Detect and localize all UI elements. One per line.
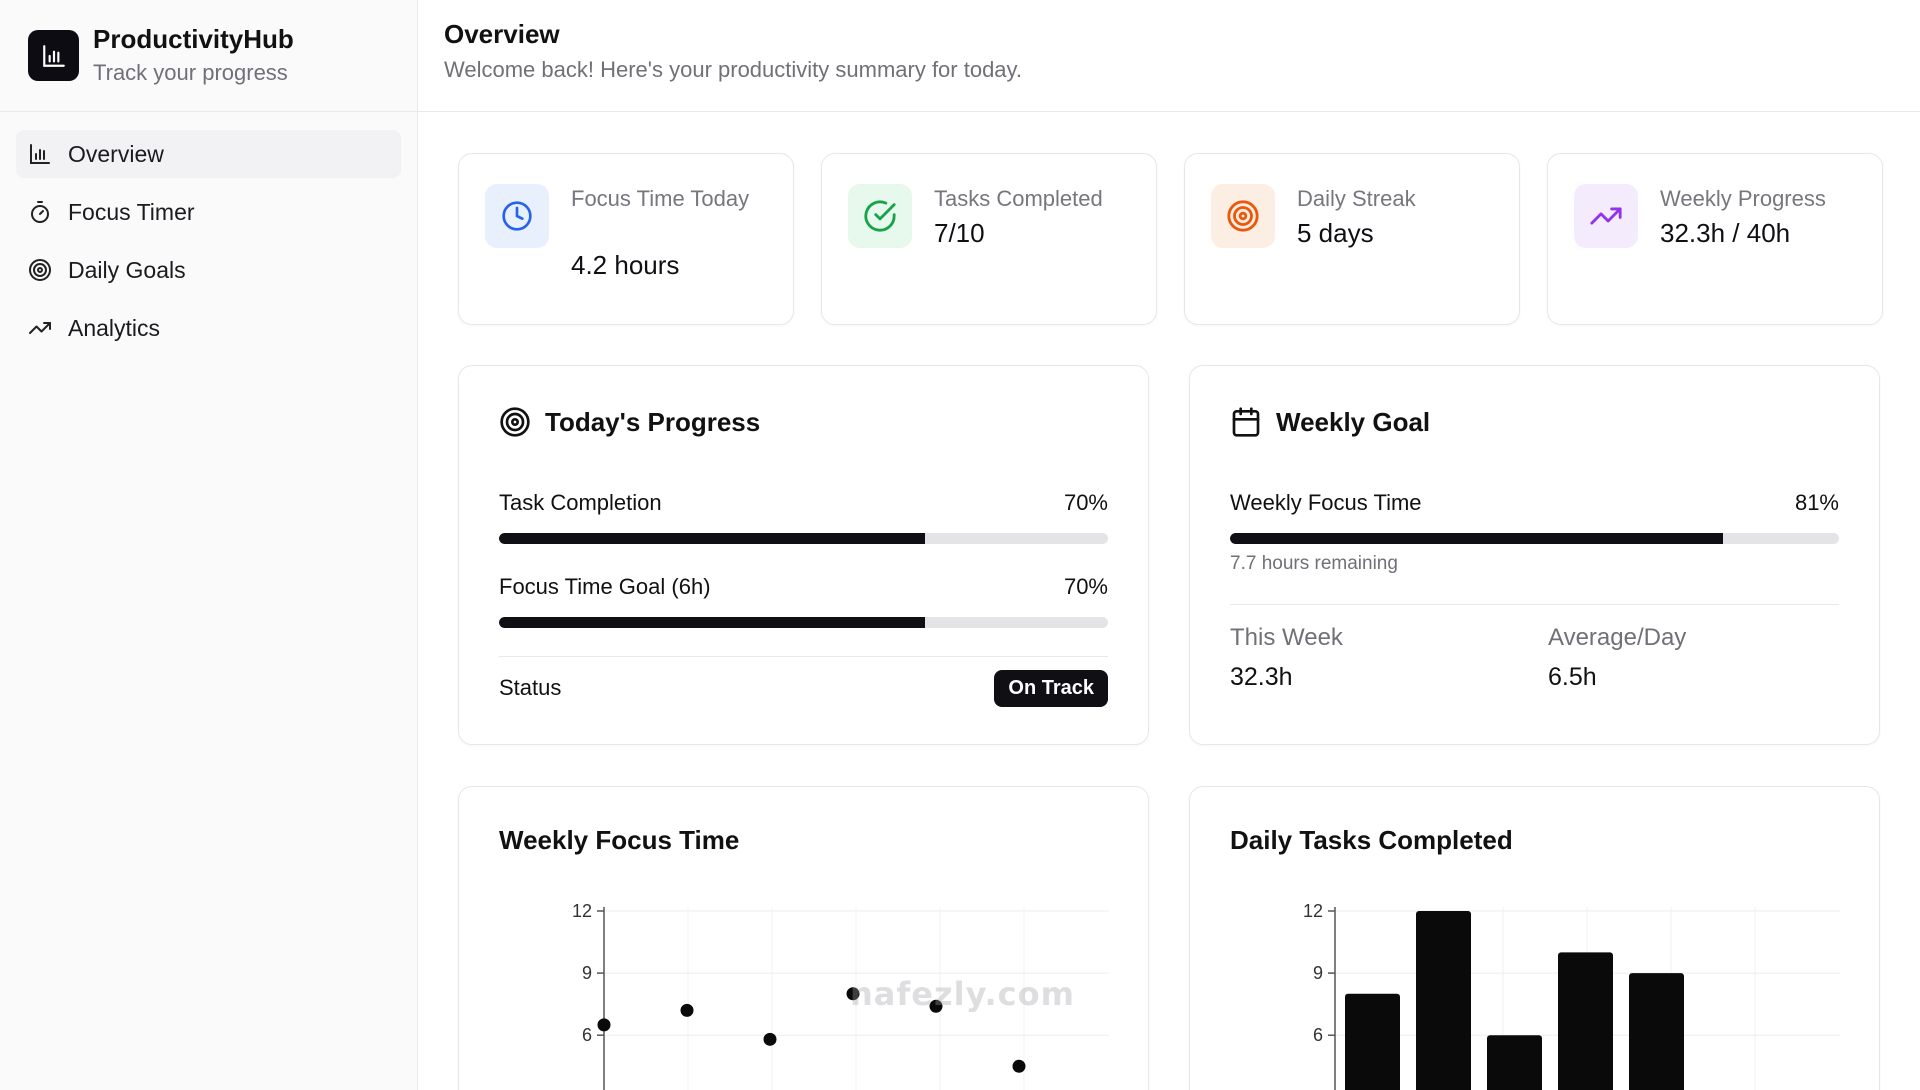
stat-value: 4.2 hours [571,250,680,280]
brand-title: ProductivityHub [93,23,294,54]
sidebar-item-analytics[interactable]: Analytics [16,304,401,352]
bar-chart-icon [28,30,79,81]
calendar-icon [1232,407,1260,437]
todays-progress-card: Today's Progress Task Completion 70% Foc… [458,365,1149,745]
progress-percent: 70% [1063,490,1108,515]
chart-axis: 6 9 12 [572,901,605,1090]
sidebar-item-label: Analytics [68,314,161,341]
chart-axis: 6 9 12 [1303,901,1336,1090]
trending-up-icon [29,322,51,334]
sidebar-item-focus-timer[interactable]: Focus Timer [16,188,401,236]
progress-row: Focus Time Goal (6h) 70% [499,574,1108,600]
sidebar-item-overview[interactable]: Overview [16,130,401,178]
weekly-goal-card: Weekly Goal Weekly Focus Time 81% 7.7 ho… [1189,365,1880,745]
this-week-label: This Week [1230,624,1343,651]
bar [1629,973,1684,1090]
stat-card-tasks: Tasks Completed 7/10 [821,153,1157,325]
sidebar-item-label: Overview [68,140,164,167]
progress-label: Weekly Focus Time [1230,490,1422,515]
focus-goal-bar [499,617,1108,628]
brand-subtitle: Track your progress [93,59,288,85]
stat-value: 5 days [1297,218,1374,248]
divider [1230,604,1839,605]
stat-value: 32.3h / 40h [1660,218,1791,248]
chart-title: Daily Tasks Completed [1230,825,1513,855]
y-tick-label: 6 [1313,1025,1323,1045]
chart-bars [1345,911,1684,1090]
bar [1558,952,1613,1090]
target-icon [29,259,51,281]
sidebar-item-daily-goals[interactable]: Daily Goals [16,246,401,294]
bar-chart-icon [30,144,50,164]
y-tick-label: 12 [572,901,592,921]
target-icon [500,407,530,437]
progress-label: Focus Time Goal (6h) [499,574,711,599]
trending-up-icon [1574,184,1638,248]
card-title-text: Weekly Goal [1276,406,1431,437]
sidebar-item-label: Focus Timer [68,198,195,225]
progress-fill [499,617,926,628]
y-tick-label: 12 [1303,901,1323,921]
stopwatch-icon [31,201,49,223]
task-completion-bar [499,533,1108,544]
scatter-chart: 6 9 12 [572,901,1109,1090]
y-tick-label: 9 [1313,963,1323,983]
bar-chart: 6 9 12 [1303,901,1840,1090]
page-header: Overview Welcome back! Here's your produ… [418,0,1920,112]
weekly-focus-chart-card: Weekly Focus Time 6 9 12 [458,786,1149,1090]
data-point [1012,1059,1026,1073]
status-row: Status [499,675,1108,701]
progress-fill [1230,533,1724,544]
stat-card-focus-time: Focus Time Today 4.2 hours [458,153,794,325]
data-point [763,1032,777,1046]
chart-points [597,987,1026,1073]
stat-label: Daily Streak [1297,186,1416,211]
stat-label: Weekly Progress [1660,186,1826,211]
progress-fill [499,533,926,544]
data-point [846,987,860,1001]
stat-card-streak: Daily Streak 5 days [1184,153,1520,325]
page-subtitle: Welcome back! Here's your productivity s… [444,57,1023,82]
status-label: Status [499,675,562,700]
y-tick-label: 9 [582,963,592,983]
sidebar-item-label: Daily Goals [68,256,186,283]
chart-grid [603,907,1109,1090]
this-week-value: 32.3h [1230,663,1293,691]
progress-percent: 81% [1794,490,1839,515]
daily-tasks-chart-card: Daily Tasks Completed 6 9 12 [1189,786,1880,1090]
stat-value: 7/10 [934,218,985,248]
remaining-text: 7.7 hours remaining [1230,553,1398,574]
progress-row: Task Completion 70% [499,490,1108,516]
data-point [929,999,943,1013]
card-title: Today's Progress [499,406,760,438]
stat-card-weekly-progress: Weekly Progress 32.3h / 40h [1547,153,1883,325]
progress-row: Weekly Focus Time 81% [1230,490,1839,516]
average-day-label: Average/Day [1548,624,1687,651]
page-title: Overview [444,19,560,49]
bar [1345,993,1400,1090]
sidebar: ProductivityHub Track your progress Over… [0,0,418,1090]
stat-label: Focus Time Today [571,186,750,211]
clock-icon [485,184,549,248]
weekly-focus-bar [1230,533,1839,544]
data-point [680,1003,694,1017]
status-badge: On Track [994,670,1108,707]
stat-label: Tasks Completed [934,186,1103,211]
card-title-text: Today's Progress [545,406,761,437]
y-tick-label: 6 [582,1025,592,1045]
progress-percent: 70% [1063,574,1108,599]
bar [1487,1035,1542,1090]
brand: ProductivityHub Track your progress [0,0,417,112]
chart-title: Weekly Focus Time [499,825,740,855]
average-day-value: 6.5h [1548,663,1597,691]
divider [499,656,1108,657]
target-icon [1211,184,1275,248]
data-point [597,1018,611,1032]
sidebar-nav: Overview Focus Timer Daily Goals Analyti… [0,112,417,380]
progress-label: Task Completion [499,490,662,515]
bar [1416,911,1471,1090]
card-title: Weekly Goal [1230,406,1430,438]
check-circle-icon [848,184,912,248]
